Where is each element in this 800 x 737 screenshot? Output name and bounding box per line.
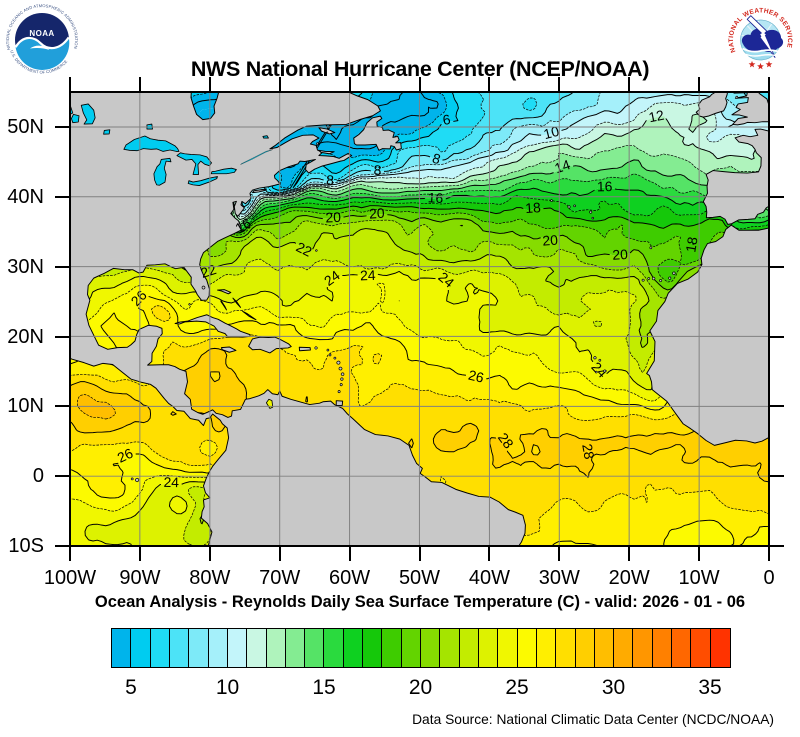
svg-text:20: 20	[612, 246, 629, 263]
svg-text:16: 16	[232, 215, 254, 237]
svg-text:8: 8	[373, 162, 382, 178]
svg-text:22: 22	[294, 239, 315, 260]
svg-text:28: 28	[579, 442, 598, 460]
svg-text:24: 24	[360, 267, 376, 284]
svg-text:20: 20	[325, 209, 341, 226]
svg-text:22: 22	[199, 261, 219, 281]
svg-text:6: 6	[441, 111, 451, 128]
svg-text:16: 16	[597, 178, 613, 194]
svg-text:14: 14	[552, 156, 572, 176]
svg-text:18: 18	[525, 199, 542, 216]
svg-text:NOAA: NOAA	[29, 29, 54, 38]
svg-text:16: 16	[427, 189, 444, 206]
svg-text:24: 24	[163, 474, 179, 490]
svg-text:26: 26	[467, 367, 486, 386]
svg-text:26: 26	[115, 445, 136, 466]
svg-text:12: 12	[647, 107, 666, 126]
svg-text:18: 18	[682, 235, 700, 253]
svg-text:20: 20	[542, 232, 559, 249]
svg-text:10: 10	[542, 123, 561, 142]
svg-text:8: 8	[326, 172, 335, 188]
svg-text:20: 20	[369, 205, 386, 222]
